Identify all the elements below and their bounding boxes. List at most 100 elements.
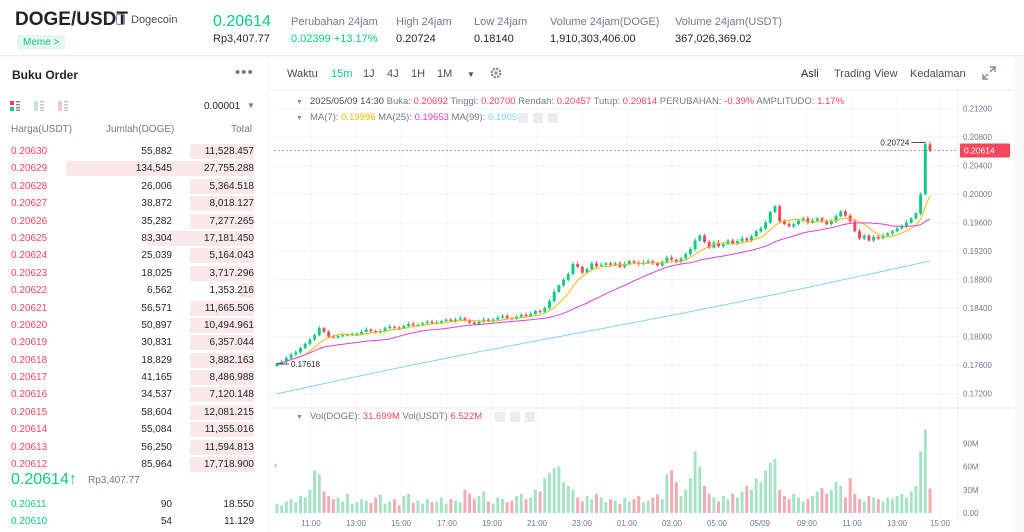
volume-bar: [392, 499, 396, 513]
ask-total: 17,718.900: [203, 459, 254, 471]
bid-total: 18.550: [223, 499, 254, 510]
category-tag[interactable]: Meme >: [17, 35, 66, 50]
candle-down: [782, 221, 786, 225]
chevron-down-icon[interactable]: ▼: [467, 70, 475, 79]
volume-bar: [599, 497, 603, 513]
bid-total: 11.129: [224, 516, 254, 528]
candle-up: [350, 333, 354, 335]
view-depth[interactable]: Kedalaman: [910, 68, 966, 80]
interval-15m[interactable]: 15m: [331, 68, 353, 80]
candle-down: [449, 319, 453, 322]
volume-bar: [327, 496, 331, 513]
candle-up: [491, 319, 495, 322]
stat-vol-usdt-label: Volume 24jam(USDT): [675, 16, 782, 28]
candle-down: [670, 257, 674, 260]
bid-row[interactable]: 0.20611 90 18.550: [0, 496, 267, 513]
volume-bar: [726, 499, 730, 513]
gear-icon[interactable]: [489, 66, 503, 83]
volume-bar: [820, 488, 824, 513]
candle-up: [698, 235, 702, 241]
ask-row[interactable]: 0.20613 56,250 11,594.813: [0, 439, 267, 456]
ask-row[interactable]: 0.20621 56,571 11,665.506: [0, 300, 267, 317]
candle-down: [463, 318, 467, 321]
ask-row[interactable]: 0.20615 58,604 12,081.215: [0, 404, 267, 421]
candle-down: [472, 322, 476, 324]
chart-toolbar: Waktu 15m 1J 4J 1H 1M ▼ Asli Trading Vie…: [270, 58, 1014, 90]
candle-down: [580, 266, 584, 273]
more-options-icon[interactable]: •••: [235, 64, 254, 81]
price-chart[interactable]: 0.21200 0.20800 0.20400 0.20000 0.19600 0.192…: [270, 58, 1014, 532]
ask-row[interactable]: 0.20627 38,872 8,018.127: [0, 195, 267, 212]
ask-row[interactable]: 0.20625 83,304 17,181.450: [0, 230, 267, 247]
indicator-tool-icon: [495, 412, 505, 422]
interval-4h[interactable]: 4J: [387, 68, 399, 80]
tick-size-select[interactable]: 0.00001: [204, 101, 241, 112]
view-tradingview[interactable]: Trading View: [834, 68, 898, 80]
candle-up: [886, 233, 890, 236]
ask-row[interactable]: 0.20629 134,545 27,755.288: [0, 160, 267, 177]
ask-row[interactable]: 0.20620 50,897 10,494.961: [0, 317, 267, 334]
bid-row[interactable]: 0.20610 54 11.129: [0, 513, 267, 530]
ask-price: 0.20616: [11, 389, 48, 401]
ask-amount: 55,882: [141, 146, 172, 157]
ohlc-info-part: 0.20692: [414, 96, 451, 107]
volume-bar: [886, 497, 890, 513]
volume-bar: [862, 501, 866, 513]
volume-bar: [533, 489, 537, 513]
candle-down: [331, 336, 335, 338]
ask-total: 27,755.288: [203, 163, 254, 175]
mid-price-idr: Rp3,407.77: [88, 475, 140, 486]
candle-up: [341, 335, 345, 337]
candle-up: [797, 220, 800, 225]
asks-only-view-icon[interactable]: [58, 101, 68, 111]
ask-row[interactable]: 0.20624 25,039 5,164.043: [0, 247, 267, 264]
ask-row[interactable]: 0.20617 41,165 8,486.988: [0, 369, 267, 386]
candle-up: [388, 326, 392, 329]
volume-bar: [275, 503, 279, 513]
expand-icon[interactable]: [982, 66, 996, 83]
ohlc-info-part: -0.39%: [724, 96, 756, 107]
candle-up: [914, 213, 918, 219]
ohlc-info-part: AMPLITUDO:: [756, 96, 817, 107]
volume-bar: [472, 499, 476, 513]
ask-row[interactable]: 0.20630 55,882 11,528.457: [0, 143, 267, 160]
bid-price: 0.20610: [11, 516, 48, 528]
y-tick-label: 0.20800: [963, 133, 992, 142]
volume-bar: [543, 478, 547, 513]
ask-total: 3,882.163: [209, 354, 255, 366]
bids-only-view-icon[interactable]: [34, 101, 44, 111]
volume-bar: [510, 500, 514, 513]
ask-price: 0.20621: [11, 302, 48, 314]
ask-row[interactable]: 0.20616 34,537 7,120.148: [0, 386, 267, 403]
candle-up: [275, 363, 279, 366]
candle-up: [317, 328, 321, 336]
ask-row[interactable]: 0.20614 55,084 11,355.016: [0, 421, 267, 438]
interval-1m[interactable]: 1M: [437, 68, 453, 80]
pair-title[interactable]: DOGE/USDT: [15, 9, 128, 30]
volume-bar: [383, 503, 387, 513]
ask-row[interactable]: 0.20622 6,562 1,353.216: [0, 282, 267, 299]
ask-row[interactable]: 0.20623 18,025 3,717.296: [0, 265, 267, 282]
candle-up: [750, 236, 753, 241]
ask-row[interactable]: 0.20626 35,282 7,277.265: [0, 213, 267, 230]
interval-1h[interactable]: 1J: [363, 68, 375, 80]
ask-row[interactable]: 0.20618 18,829 3,882.163: [0, 352, 267, 369]
view-original[interactable]: Asli: [801, 68, 819, 80]
high-label: 0.20724: [880, 139, 909, 148]
ask-row[interactable]: 0.20628 26,006 5,364.518: [0, 178, 267, 195]
ask-total: 8,018.127: [209, 198, 255, 210]
interval-1d[interactable]: 1H: [411, 68, 426, 80]
candle-down: [858, 231, 861, 239]
ask-row[interactable]: 0.20612 85,964 17,718.900: [0, 456, 267, 473]
both-sides-view-icon[interactable]: [10, 101, 20, 111]
stat-vol-doge-value: 1,910,303,406.00: [550, 33, 636, 45]
ask-total: 17,181.450: [203, 232, 254, 244]
collapse-icon: ▼: [296, 115, 303, 122]
volume-bar: [717, 501, 721, 513]
candle-down: [778, 206, 782, 222]
chevron-down-icon[interactable]: ▼: [247, 101, 255, 110]
ask-row[interactable]: 0.20619 30,831 6,357.044: [0, 334, 267, 351]
coin-name[interactable]: Dogecoin: [131, 14, 178, 26]
volume-bar: [890, 499, 894, 513]
candle-up: [688, 249, 692, 255]
